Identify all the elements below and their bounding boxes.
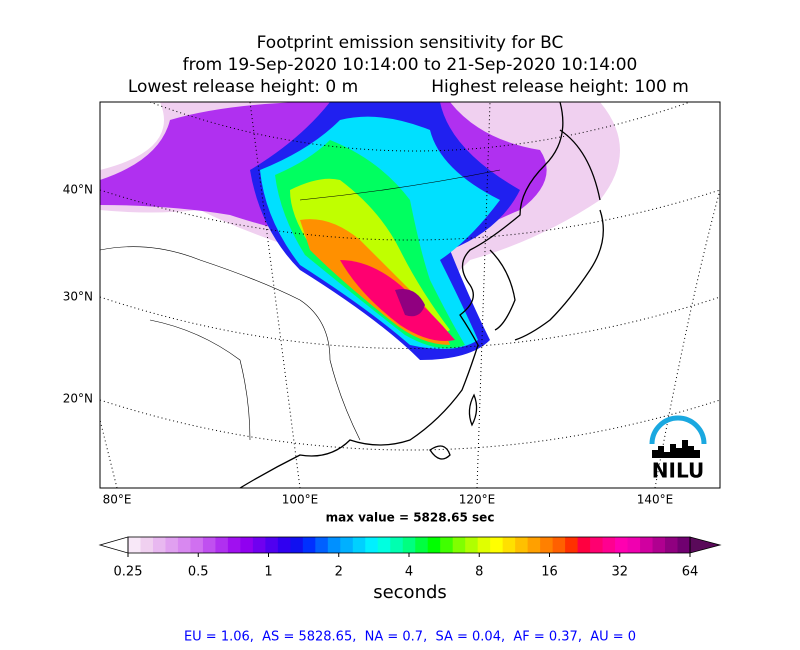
- colorbar-segment: [290, 537, 304, 553]
- colorbar-tick-label: 4: [405, 565, 413, 580]
- colorbar-segment: [340, 537, 354, 553]
- colorbar-segment: [515, 537, 529, 553]
- map-area: [100, 102, 720, 488]
- colorbar-over: [689, 536, 722, 554]
- lon-label: 80°E: [103, 493, 132, 507]
- colorbar-segment: [665, 537, 679, 553]
- colorbar-segment: [152, 537, 166, 553]
- title: from 19-Sep-2020 10:14:00 to 21-Sep-2020…: [183, 55, 638, 75]
- title: Highest release height: 100 m: [431, 77, 689, 97]
- colorbar-segment: [565, 537, 579, 553]
- colorbar-segment: [365, 537, 379, 553]
- colorbar-segment: [577, 537, 591, 553]
- colorbar-segment: [527, 537, 541, 553]
- colorbar-segment: [402, 537, 416, 553]
- title: Lowest release height: 0 m: [128, 77, 358, 97]
- colorbar-segment: [452, 537, 466, 553]
- colorbar-segment: [440, 537, 454, 553]
- colorbar-segment: [427, 537, 441, 553]
- colorbar-segment: [165, 537, 179, 553]
- colorbar-tick-label: 1: [264, 565, 272, 580]
- colorbar-tick-label: 8: [475, 565, 483, 580]
- colorbar: 0.25 0.5 1 2 4 8 16 32 64: [98, 536, 722, 580]
- colorbar-segment: [390, 537, 404, 553]
- colorbar-segment: [352, 537, 366, 553]
- colorbar-tick-label: 0.25: [114, 565, 143, 580]
- lon-label: 140°E: [637, 493, 674, 507]
- colorbar-segment: [302, 537, 316, 553]
- colorbar-tick-label: 64: [682, 565, 699, 580]
- colorbar-tick-label: 16: [541, 565, 558, 580]
- colorbar-tick-label: 0.5: [188, 565, 209, 580]
- colorbar-segment: [177, 537, 191, 553]
- colorbar-tick-label: 32: [611, 565, 628, 580]
- colorbar-segment: [240, 537, 254, 553]
- colorbar-segment: [540, 537, 554, 553]
- colorbar-segment: [327, 537, 341, 553]
- max-value: max value = 5828.65 sec: [326, 511, 495, 525]
- colorbar-segment: [677, 537, 691, 553]
- colorbar-segment: [465, 537, 479, 553]
- footer: EU = 1.06, AS = 5828.65, NA = 0.7, SA = …: [184, 630, 636, 645]
- lat-label: 40°N: [63, 183, 93, 197]
- colorbar-tick-label: 2: [335, 565, 343, 580]
- colorbar-under: [98, 536, 129, 554]
- colorbar-segment: [502, 537, 516, 553]
- colorbar-segment: [615, 537, 629, 553]
- colorbar-segment: [627, 537, 641, 553]
- colorbar-segment: [215, 537, 229, 553]
- map-frame: [99, 101, 721, 489]
- colorbar-segment: [552, 537, 566, 553]
- colorbar-segment: [265, 537, 279, 553]
- colorbar-segment: [227, 537, 241, 553]
- logo-text: NILU: [652, 459, 704, 483]
- colorbar-segment: [602, 537, 616, 553]
- colorbar-segment: [140, 537, 154, 553]
- colorbar-segment: [415, 537, 429, 553]
- colorbar-segment: [377, 537, 391, 553]
- colorbar-segment: [128, 537, 141, 553]
- colorbar-segment: [315, 537, 329, 553]
- colorbar-label: seconds: [373, 582, 447, 603]
- colorbar-segment: [477, 537, 491, 553]
- logo: NILU: [649, 415, 707, 483]
- lon-label: 100°E: [282, 493, 319, 507]
- colorbar-segment: [277, 537, 291, 553]
- colorbar-segment: [640, 537, 654, 553]
- colorbar-segment: [252, 537, 266, 553]
- lon-label: 120°E: [459, 493, 496, 507]
- colorbar-segment: [590, 537, 604, 553]
- colorbar-segment: [202, 537, 216, 553]
- lat-label: 30°N: [63, 290, 93, 304]
- colorbar-segment: [190, 537, 204, 553]
- title: Footprint emission sensitivity for BC: [257, 33, 564, 53]
- lat-label: 20°N: [63, 392, 93, 406]
- colorbar-segment: [490, 537, 504, 553]
- colorbar-segment: [652, 537, 666, 553]
